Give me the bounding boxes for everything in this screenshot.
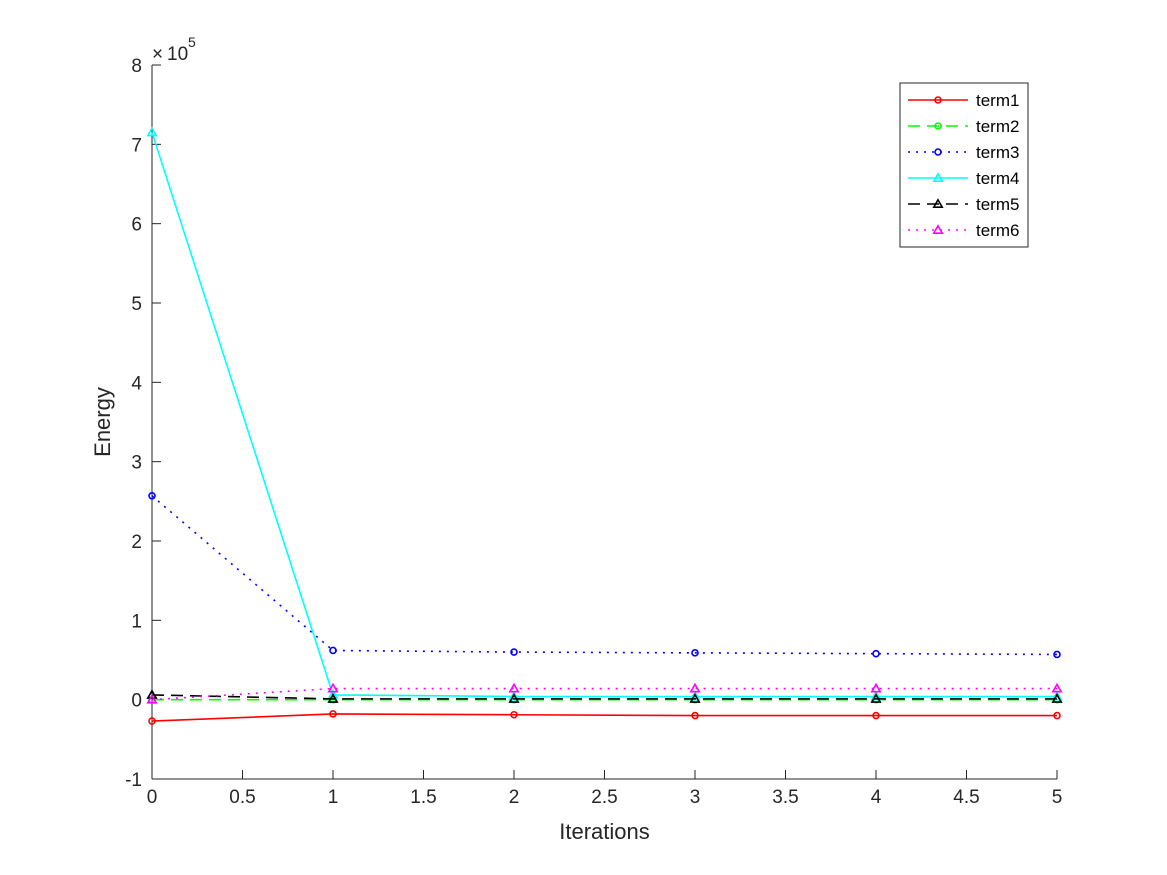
exponent-power: 5	[188, 34, 196, 50]
x-axis-ticks: 0 0.5 1 1.5 2 2.5 3 3.5 4 4.5 5	[147, 770, 1063, 808]
x-axis-label: Iterations	[559, 819, 650, 844]
data-point-term3	[148, 491, 156, 500]
data-point-term1	[1053, 711, 1061, 720]
series-term5	[146, 689, 1063, 703]
series-term6	[146, 682, 1063, 704]
x-tick-label: 0.5	[229, 787, 255, 808]
x-tick-label: 2.5	[591, 787, 617, 808]
data-point-term3	[329, 646, 337, 655]
series-term3	[148, 491, 1061, 659]
x-tick-label: 4.5	[953, 787, 979, 808]
y-tick-label: 3	[131, 453, 142, 474]
exponent-prefix: ×	[152, 44, 163, 65]
y-axis-exponent: × 10 5	[152, 34, 196, 65]
data-point-term5	[1051, 693, 1063, 703]
data-point-term4	[146, 126, 158, 137]
series-line-term4	[151, 132, 1057, 698]
legend-marker	[934, 96, 942, 104]
series-term1	[148, 710, 1061, 725]
x-tick-label: 5	[1052, 787, 1063, 808]
x-tick-label: 0	[147, 787, 158, 808]
x-tick-label: 2	[509, 787, 520, 808]
legend-label: term4	[976, 169, 1019, 188]
legend-item-term5: term5	[908, 195, 1019, 214]
data-point-term6	[870, 682, 882, 693]
data-point-term6	[1051, 682, 1063, 693]
legend-marker	[932, 198, 944, 208]
data-point-term4	[327, 689, 339, 699]
y-tick-label: 8	[131, 56, 142, 77]
legend-item-term6: term6	[908, 221, 1019, 240]
legend-label: term6	[976, 221, 1019, 240]
data-point-term4	[1051, 690, 1063, 701]
x-tick-label: 4	[871, 787, 882, 808]
data-point-term5	[146, 689, 158, 699]
series-line-term1	[151, 713, 1057, 722]
legend-label: term5	[976, 195, 1019, 214]
y-tick-label: 2	[131, 532, 142, 553]
x-tick-label: 1.5	[410, 787, 436, 808]
data-point-term6	[689, 682, 701, 693]
legend: term1 term2 term3 term4 term5 term6	[899, 82, 1029, 248]
x-tick-label: 3.5	[772, 787, 798, 808]
legend-item-term3: term3	[908, 143, 1019, 162]
data-point-term1	[329, 710, 337, 718]
legend-marker	[934, 122, 942, 130]
data-point-term3	[691, 649, 699, 657]
data-point-term6	[508, 682, 520, 693]
y-tick-label: 6	[131, 215, 142, 236]
y-axis-label: Energy	[90, 387, 115, 457]
legend-marker	[932, 172, 944, 182]
data-point-term5	[870, 693, 882, 703]
data-point-term6	[327, 682, 339, 693]
y-tick-label: 4	[131, 373, 142, 394]
legend-marker	[932, 224, 944, 234]
x-tick-label: 1	[328, 787, 339, 808]
legend-item-term2: term2	[908, 117, 1019, 136]
legend-label: term3	[976, 143, 1019, 162]
legend-marker	[934, 148, 942, 156]
data-point-term3	[510, 648, 518, 656]
y-tick-label: 0	[131, 691, 142, 712]
y-axis-ticks: -1 0 1 2 3 4 5 6 7 8	[125, 56, 161, 791]
y-tick-label: -1	[125, 770, 142, 791]
y-tick-label: 7	[131, 135, 142, 156]
data-point-term1	[691, 711, 699, 720]
legend-label: term1	[976, 91, 1019, 110]
legend-item-term1: term1	[908, 91, 1019, 110]
data-point-term5	[508, 693, 520, 703]
exponent-base: 10	[167, 44, 188, 65]
legend-box	[899, 82, 1029, 248]
y-tick-label: 5	[131, 294, 142, 315]
legend-label: term2	[976, 117, 1019, 136]
data-point-term6	[146, 693, 158, 704]
data-point-term5	[327, 693, 339, 703]
data-point-term3	[872, 649, 880, 658]
series-line-term3	[151, 495, 1058, 656]
data-point-term1	[872, 711, 880, 720]
data-point-term1	[510, 710, 518, 719]
legend-item-term4: term4	[908, 169, 1019, 188]
data-point-term3	[1053, 650, 1061, 659]
data-point-term1	[148, 717, 156, 725]
plot-series	[146, 126, 1063, 725]
data-point-term5	[689, 693, 701, 703]
x-tick-label: 3	[690, 787, 701, 808]
y-tick-label: 1	[131, 611, 142, 632]
